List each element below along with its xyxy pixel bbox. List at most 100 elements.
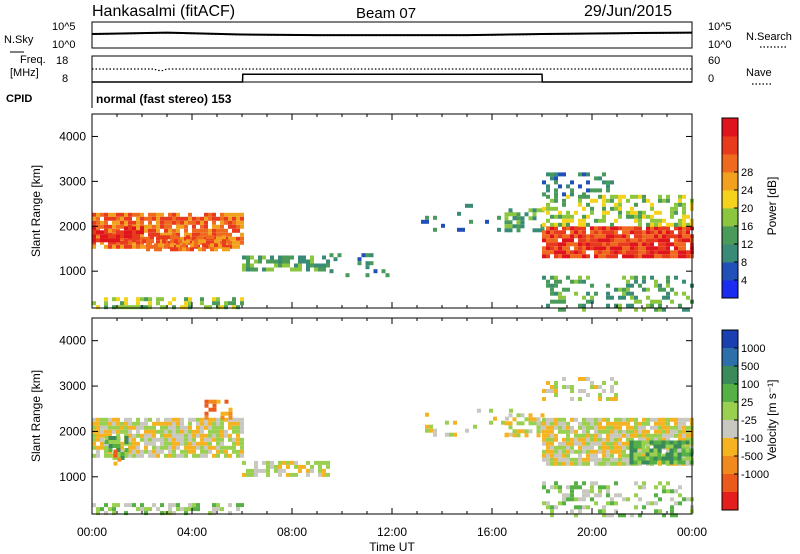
power-cell xyxy=(212,297,216,302)
power-cell xyxy=(678,218,682,223)
power-cell xyxy=(678,226,682,231)
velocity-cell xyxy=(96,507,100,512)
power-swatch xyxy=(722,244,738,263)
velocity-cell xyxy=(665,456,670,461)
velocity-cell xyxy=(622,453,626,458)
velocity-cell xyxy=(646,429,650,434)
power-cell xyxy=(152,212,156,217)
velocity-swatch xyxy=(722,384,738,403)
power-cell xyxy=(550,275,554,280)
velocity-cell xyxy=(128,421,132,426)
power-cell xyxy=(461,227,465,232)
velocity-cell xyxy=(622,429,626,434)
power-cell xyxy=(554,242,558,247)
power-cell xyxy=(558,250,562,255)
velocity-cell xyxy=(578,437,582,442)
velocity-cell xyxy=(160,437,164,442)
power-cell xyxy=(582,303,586,308)
power-cell xyxy=(658,226,662,231)
power-cell xyxy=(562,214,566,219)
power-cell xyxy=(144,216,148,221)
velocity-cell xyxy=(104,425,108,430)
velocity-cell xyxy=(598,437,602,442)
velocity-cell xyxy=(184,429,188,434)
velocity-cell xyxy=(586,449,590,454)
velocity-cell xyxy=(622,457,626,462)
velocity-cell xyxy=(266,468,270,473)
power-cell xyxy=(638,230,642,235)
velocity-cell xyxy=(128,429,132,434)
power-cell xyxy=(638,250,642,255)
power-cell xyxy=(670,254,674,259)
power-cell xyxy=(124,238,128,243)
power-cell xyxy=(146,243,150,248)
velocity-cell xyxy=(278,460,282,465)
velocity-cell xyxy=(536,429,541,434)
power-cell xyxy=(222,235,226,240)
power-cell xyxy=(550,234,554,239)
velocity-cell xyxy=(638,485,642,490)
power-cell xyxy=(232,224,236,229)
velocity-cell xyxy=(132,445,136,450)
velocity-cell xyxy=(113,449,118,454)
power-cell xyxy=(682,226,686,231)
velocity-cell xyxy=(542,441,546,446)
velocity-cell xyxy=(586,437,590,442)
power-cell xyxy=(104,216,108,221)
power-cell xyxy=(642,250,646,255)
velocity-cell xyxy=(216,399,221,404)
velocity-cell xyxy=(196,429,200,434)
power-cell xyxy=(116,224,120,229)
time-tick-label: 00:00 xyxy=(77,525,107,539)
velocity-cell xyxy=(590,453,594,458)
power-cell xyxy=(236,216,240,221)
velocity-cell xyxy=(682,497,686,502)
power-cell xyxy=(574,250,578,255)
velocity-swatch xyxy=(722,366,738,385)
beam-label: Beam 07 xyxy=(356,5,416,22)
velocity-cell xyxy=(566,425,570,430)
velocity-cell xyxy=(582,505,586,510)
power-cell xyxy=(550,176,554,181)
velocity-cell xyxy=(120,456,125,460)
velocity-cell xyxy=(622,461,626,466)
velocity-cell xyxy=(429,424,433,429)
velocity-cell xyxy=(116,503,120,508)
velocity-cell xyxy=(116,452,121,456)
power-cell xyxy=(622,246,626,251)
velocity-cell xyxy=(550,421,554,426)
velocity-cell xyxy=(112,456,117,460)
power-cell xyxy=(682,210,686,215)
power-cell xyxy=(630,283,634,288)
velocity-cell xyxy=(274,464,278,469)
velocity-cell xyxy=(236,425,240,430)
power-cell xyxy=(602,250,606,255)
velocity-cell xyxy=(144,511,148,516)
power-cell xyxy=(578,198,582,203)
power-cell xyxy=(228,216,232,221)
velocity-cell xyxy=(168,453,172,458)
velocity-cell xyxy=(606,421,610,426)
power-cell xyxy=(578,238,582,243)
power-cell xyxy=(618,246,622,251)
power-cell xyxy=(634,307,638,312)
power-cell xyxy=(116,216,120,221)
power-cell xyxy=(598,246,602,251)
velocity-cell xyxy=(658,421,662,426)
power-cell xyxy=(638,210,642,215)
velocity-cell xyxy=(670,497,674,502)
power-cell xyxy=(666,295,670,300)
velocity-cell xyxy=(176,507,180,512)
power-cell xyxy=(602,226,606,231)
velocity-cell xyxy=(250,472,254,477)
power-cell xyxy=(674,246,678,251)
noise-tick-left-low: 10^0 xyxy=(52,39,76,51)
power-cell xyxy=(554,246,558,251)
velocity-cell xyxy=(562,377,566,381)
velocity-cell xyxy=(570,417,574,422)
power-cell xyxy=(650,250,654,255)
velocity-cell xyxy=(610,497,614,502)
velocity-cell xyxy=(136,421,140,426)
velocity-cell xyxy=(542,433,546,438)
power-cell xyxy=(602,242,606,247)
